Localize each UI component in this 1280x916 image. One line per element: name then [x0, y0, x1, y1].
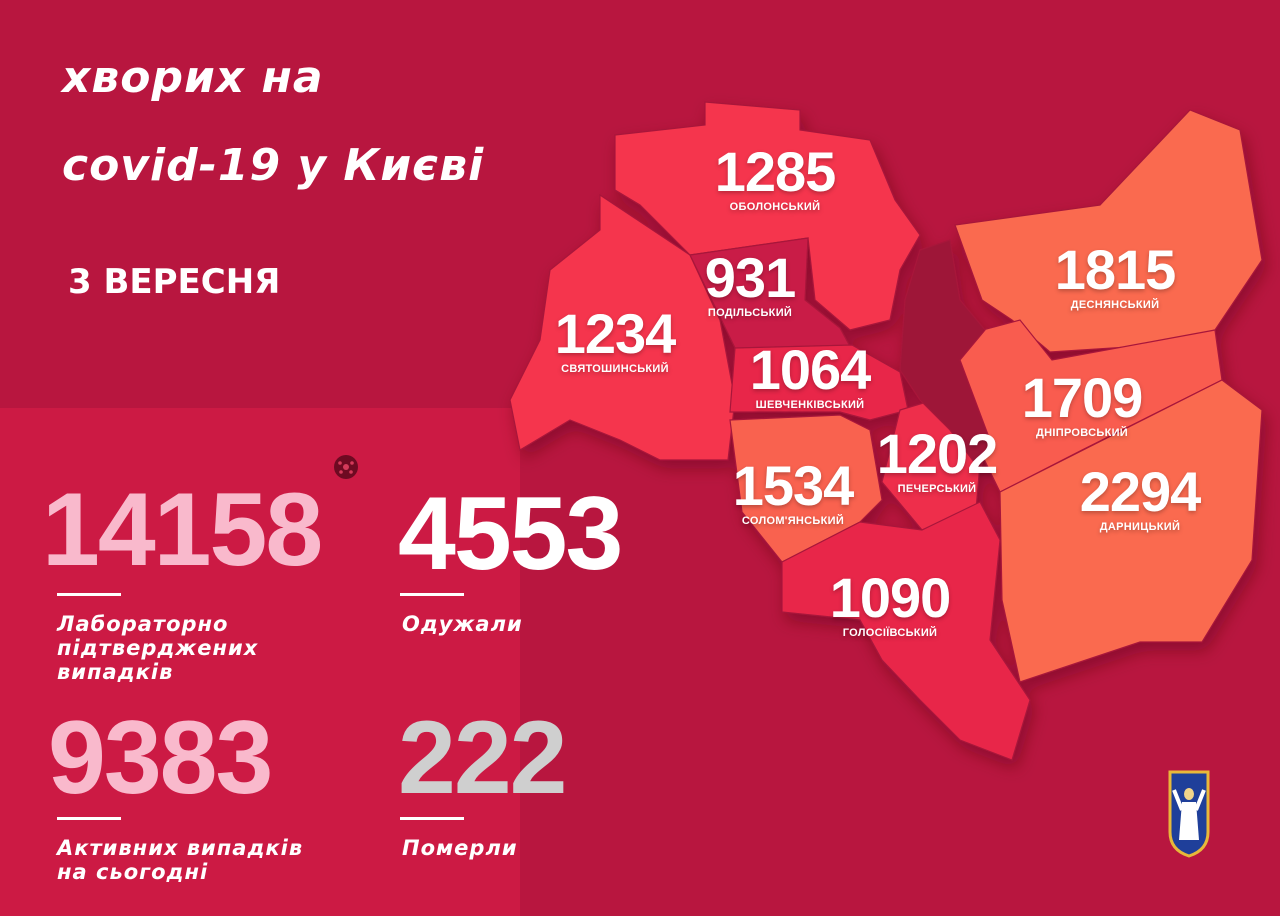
stat-deaths-label: Померли [402, 836, 518, 860]
title-line-2: covid-19 у Києві [62, 140, 485, 191]
dnipro-river [899, 239, 991, 472]
divider [400, 593, 464, 596]
stat-confirmed-value: 14158 [42, 472, 323, 588]
divider [400, 817, 464, 820]
district-shape-desna [954, 109, 1263, 353]
district-solomyan: 1534 СОЛОМ'ЯНСЬКИЙ [732, 454, 855, 528]
divider [57, 593, 121, 596]
stat-deaths-value: 222 [398, 700, 568, 816]
district-shape-shevchenko [729, 344, 909, 421]
district-shevchenko: 1064 ШЕВЧЕНКІВСЬКИЙ [749, 338, 872, 412]
virus-icon [334, 455, 358, 479]
stat-recovered-value: 4553 [398, 476, 623, 592]
district-sviatoshyn: 1234 СВЯТОШИНСЬКИЙ [554, 302, 677, 376]
district-pechersk: 1202 ПЕЧЕРСЬКИЙ [876, 422, 999, 496]
stat-active-label: Активних випадків на сьогодні [57, 836, 304, 884]
kyiv-coat-of-arms-icon [1168, 770, 1210, 858]
stat-active-value: 9383 [48, 700, 273, 816]
stat-confirmed-label: Лабораторно підтверджених випадків [57, 612, 259, 684]
date: 3 ВЕРЕСНЯ [68, 262, 281, 302]
district-obolon: 1285 ОБОЛОНСЬКИЙ [714, 140, 837, 214]
divider [57, 817, 121, 820]
stats-background [0, 408, 520, 916]
district-shape-holosiiv [781, 501, 1031, 761]
district-dnipro: 1709 ДНІПРОВСЬКИЙ [1021, 366, 1144, 440]
stat-recovered-label: Одужали [402, 612, 523, 636]
district-holosiiv: 1090 ГОЛОСІЇВСЬКИЙ [829, 566, 952, 640]
district-shape-darnytsia [999, 379, 1263, 683]
title-line-1: хворих на [62, 52, 324, 103]
district-podil: 931 ПОДІЛЬСЬКИЙ [704, 246, 796, 320]
district-shape-solomyan [729, 414, 883, 563]
district-darnytsia: 2294 ДАРНИЦЬКИЙ [1079, 460, 1202, 534]
district-desna: 1815 ДЕСНЯНСЬКИЙ [1054, 238, 1177, 312]
district-shape-obolon [614, 101, 921, 331]
district-shape-sviatoshyn [509, 193, 736, 461]
